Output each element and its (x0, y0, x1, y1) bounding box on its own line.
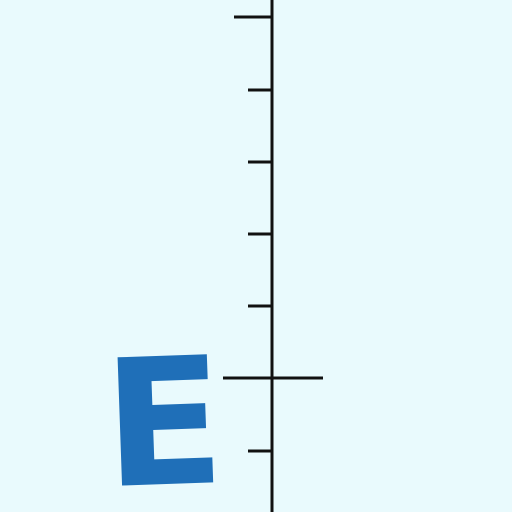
scale-letter-label: E (100, 319, 227, 512)
